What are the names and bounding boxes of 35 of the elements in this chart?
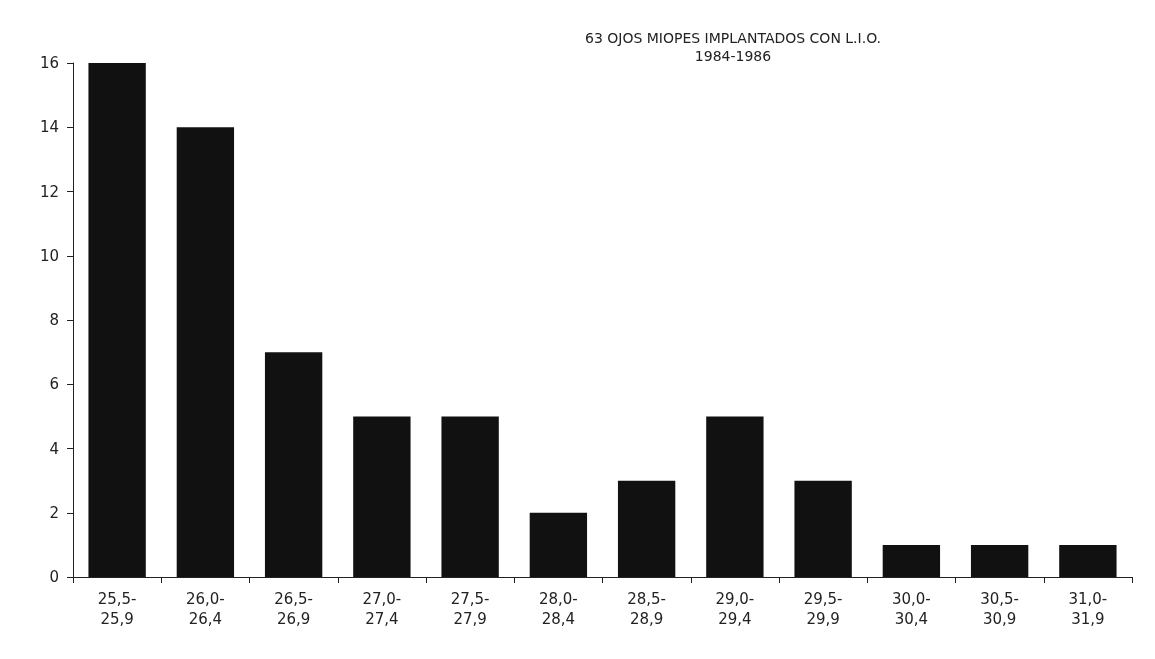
bar [970,544,1029,577]
chart-subtitle: 1984-1986 [694,48,772,64]
bar [441,416,499,577]
x-tick-label: 25,5- 25,9 [97,590,137,628]
x-tick-label: 29,0- 29,4 [715,590,755,628]
x-tick-label: 28,5- 28,9 [627,590,667,628]
bar [1059,544,1117,577]
y-tick-label: 0 [49,568,59,586]
y-tick-label: 2 [49,503,59,522]
y-tick-label: 8 [49,311,59,329]
y-tick-label: 16 [39,54,59,72]
bar [264,352,323,577]
x-tick-label: 30,0- 30,4 [891,590,931,628]
x-tick-label: 29,5- 29,9 [803,590,843,628]
bar [882,544,941,577]
x-tick-label: 28,0- 28,4 [538,590,578,628]
bar [529,512,588,577]
bar [794,480,852,577]
x-tick-label: 27,5- 27,9 [450,590,490,628]
chart-title: 63 OJOS MIOPES IMPLANTADOS CON L.I.O. [584,30,882,46]
y-tick-label: 10 [39,246,59,265]
y-tick-label: 14 [39,118,59,137]
bar [88,63,146,577]
bar [617,480,676,577]
y-tick-label: 4 [49,439,59,458]
x-tick-label: 26,0- 26,4 [185,590,225,628]
y-tick-label: 6 [49,375,59,394]
x-tick-label: 31,0- 31,9 [1068,590,1108,628]
x-tick-label: 27,0- 27,4 [362,590,402,628]
bar [176,127,235,577]
bar [353,416,411,577]
y-tick-label: 12 [39,182,59,201]
bar [706,416,764,577]
x-tick-label: 30,5- 30,9 [980,590,1020,628]
x-tick-label: 26,5- 26,9 [274,590,314,628]
